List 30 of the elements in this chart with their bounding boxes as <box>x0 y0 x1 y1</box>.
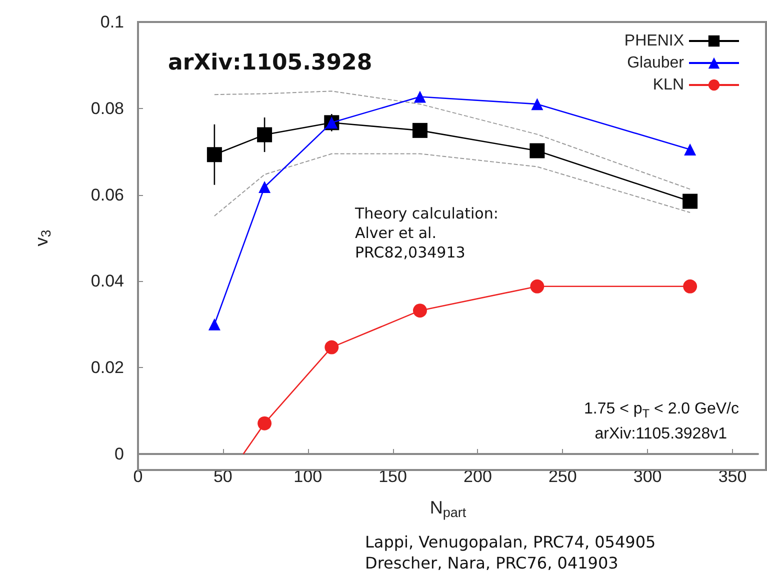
point <box>414 90 426 103</box>
y-tick-label: 0.02 <box>90 358 124 378</box>
y-tick-label: 0 <box>114 444 124 464</box>
point <box>257 127 272 142</box>
text: Lappi, Venugopalan, PRC74, 054905 Drescher, Nara, PRC76, 041903 <box>365 532 656 572</box>
point <box>206 147 222 162</box>
y-axis-title: v3 <box>31 230 54 246</box>
y-tick-label: 0.06 <box>90 185 124 204</box>
point <box>684 143 696 156</box>
point <box>530 279 544 294</box>
point <box>208 318 220 330</box>
legend-label: Glauber <box>627 54 685 72</box>
point <box>682 194 698 209</box>
point <box>683 279 698 294</box>
point <box>258 181 271 194</box>
legend-label: KLN <box>652 76 684 94</box>
point <box>530 143 545 158</box>
point <box>324 340 339 354</box>
legend-label: PHENIX <box>624 32 684 50</box>
annotation: arXiv:1105.3928v1 <box>594 426 728 442</box>
y-tick-label: 0.04 <box>90 272 124 291</box>
y-tick-label: 0.1 <box>100 12 124 32</box>
point <box>258 416 272 430</box>
point <box>412 122 428 138</box>
y-tick-label: 0.08 <box>90 98 124 118</box>
point <box>531 98 544 110</box>
point <box>412 304 427 318</box>
annotation: arXiv:1105.3928 <box>168 50 372 76</box>
line-series <box>214 90 691 190</box>
annotation: Theory calculation: Alver et al. PRC82,034913 <box>354 204 498 262</box>
